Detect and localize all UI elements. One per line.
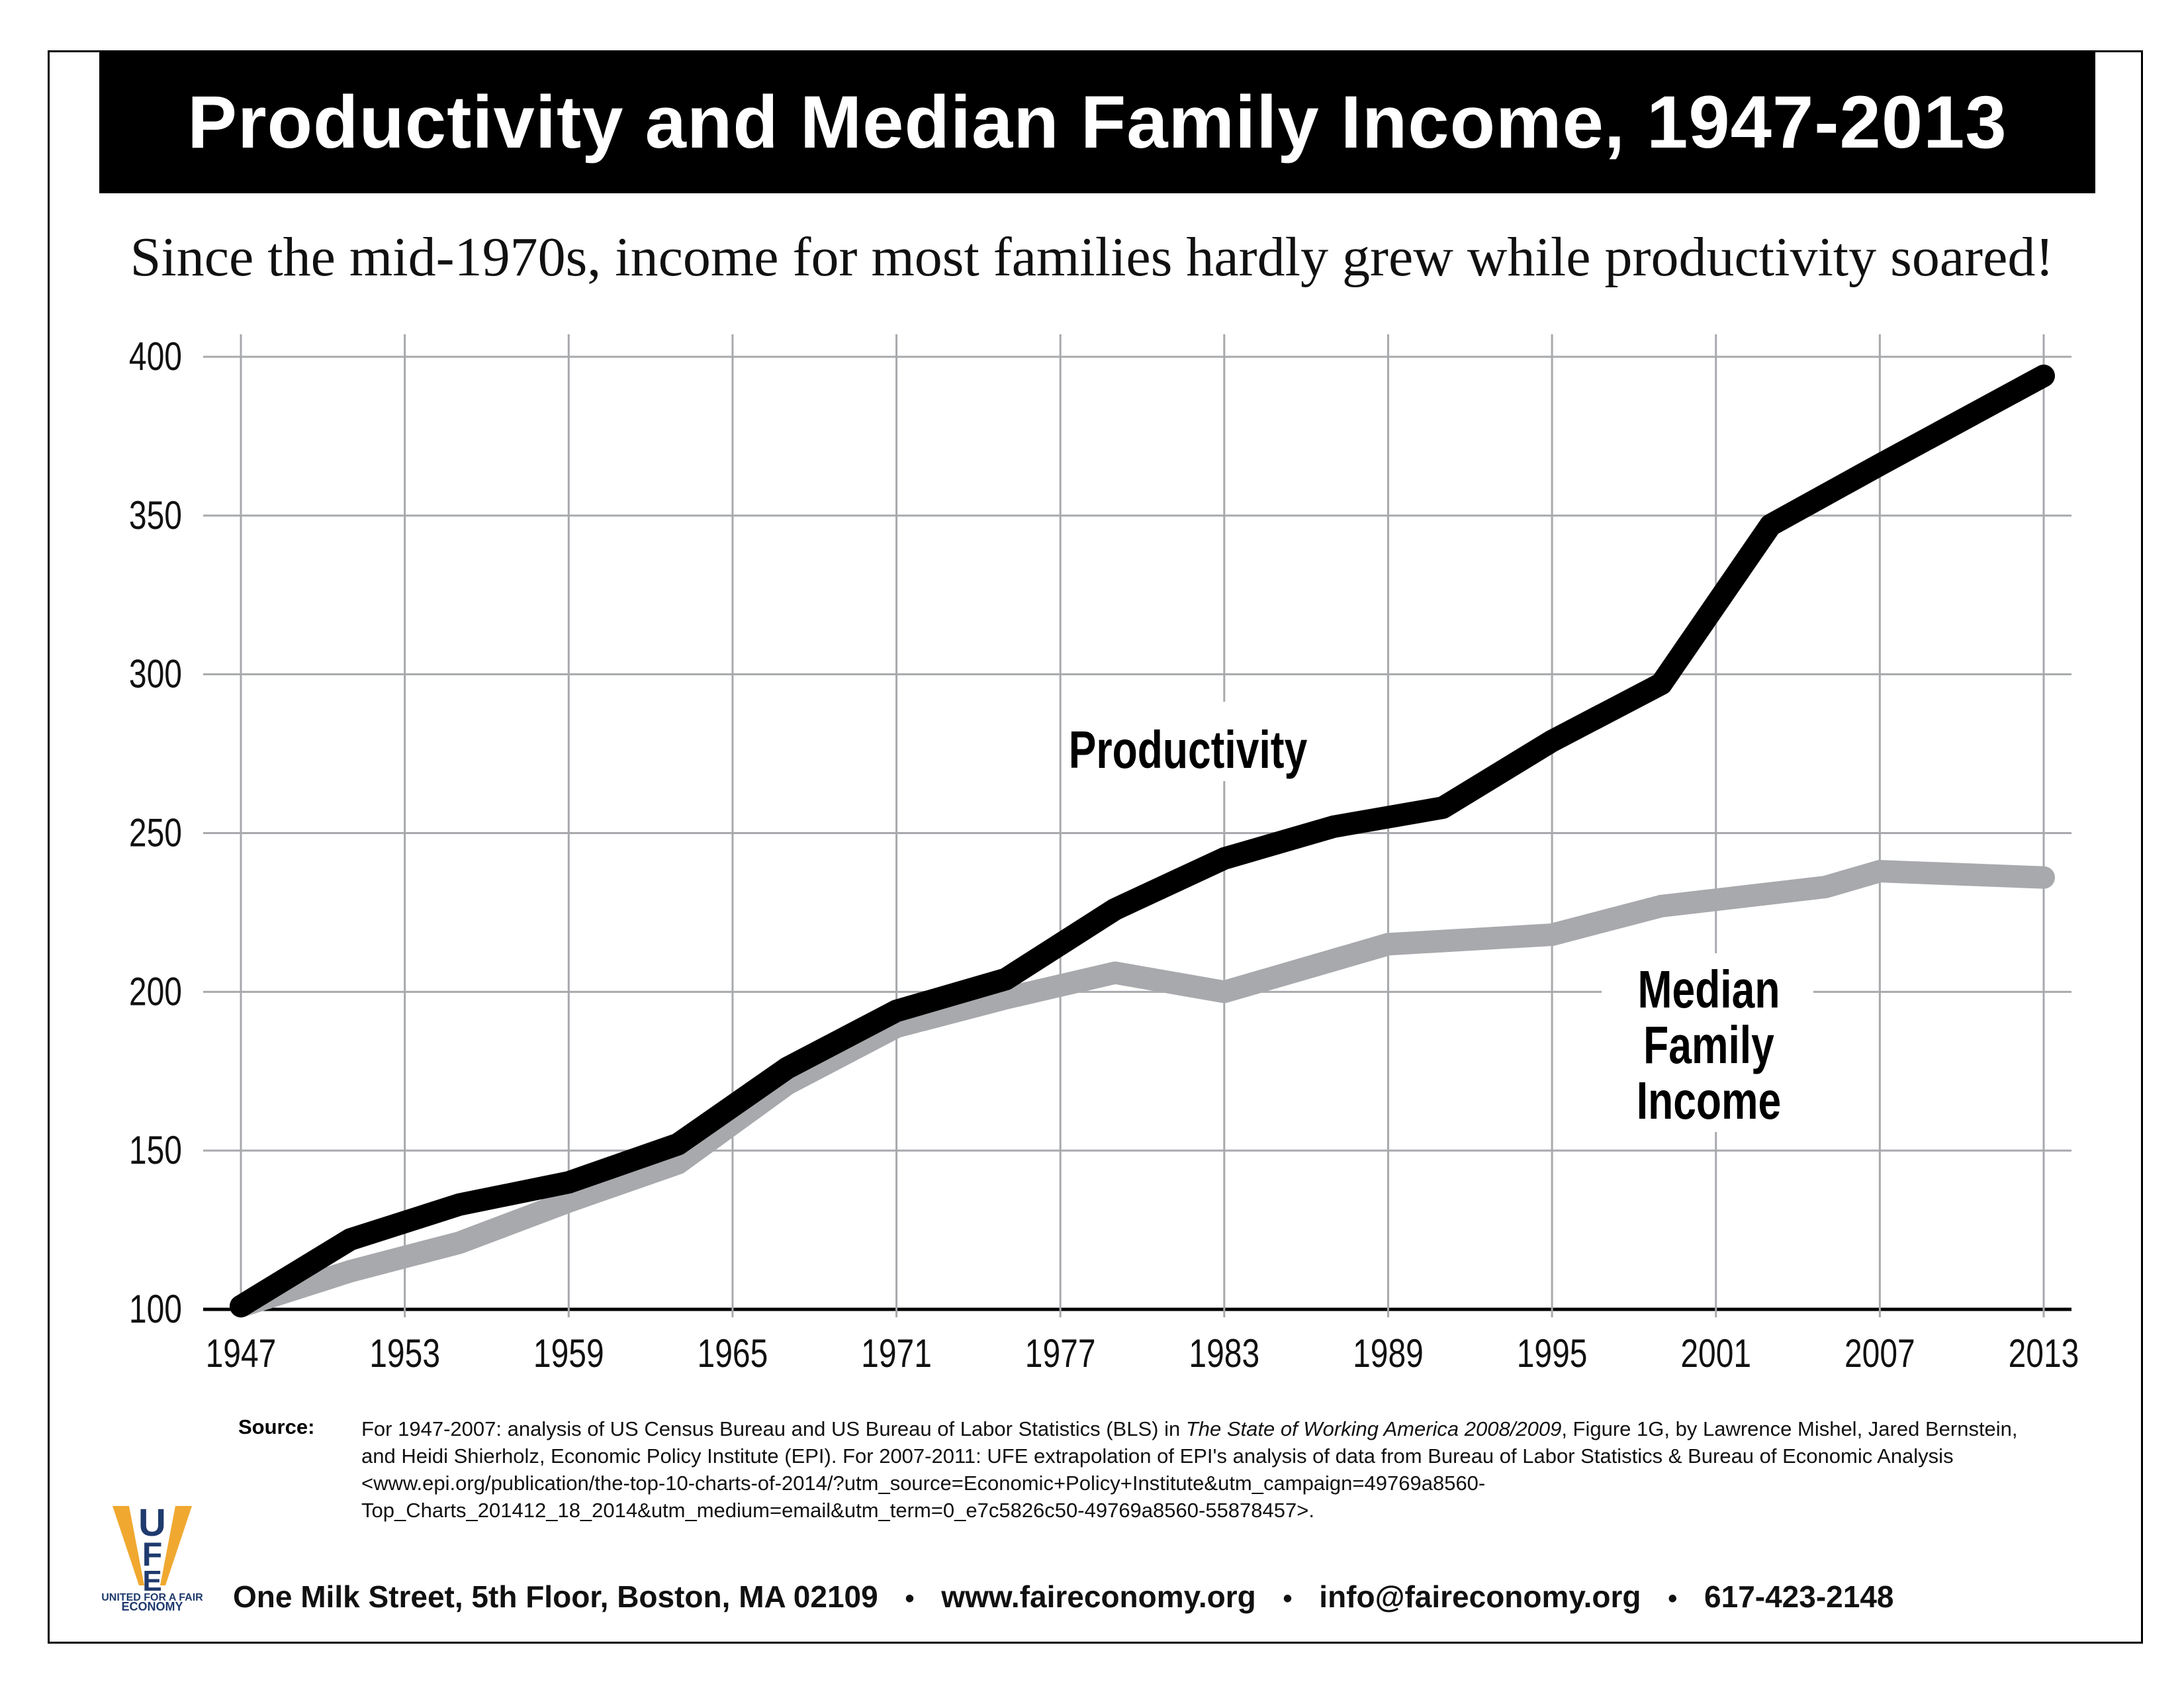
series-line-productivity xyxy=(230,364,2055,1318)
bullet: • xyxy=(1283,1584,1293,1613)
ufe-logo: U F E UNITED FOR A FAIR ECONOMY xyxy=(99,1499,205,1612)
x-tick-label: 1947 xyxy=(206,1331,277,1376)
median-income-label: Family xyxy=(1643,1016,1774,1075)
x-tick-label: 1965 xyxy=(698,1331,768,1376)
y-tick-label: 350 xyxy=(129,493,182,538)
x-tick-label: 1977 xyxy=(1025,1331,1096,1376)
source-publication: The State of Working America 2008/2009 xyxy=(1185,1417,1562,1440)
y-tick-label: 250 xyxy=(129,810,182,855)
productivity-label: Productivity xyxy=(1069,721,1308,780)
x-tick-label: 1953 xyxy=(369,1331,440,1376)
y-tick-label: 300 xyxy=(129,652,182,696)
source-text: For 1947-2007: analysis of US Census Bur… xyxy=(361,1415,2046,1524)
svg-text:ECONOMY: ECONOMY xyxy=(121,1600,183,1612)
x-tick-label: 2013 xyxy=(2009,1331,2079,1376)
x-tick-label: 1971 xyxy=(861,1331,932,1376)
bullet: • xyxy=(1668,1584,1678,1613)
footer-address: One Milk Street, 5th Floor, Boston, MA 0… xyxy=(233,1579,878,1614)
source-text-part: , Figure 1G, by Lawrence Mishel, Jared B… xyxy=(361,1417,2018,1522)
chart-title: Productivity and Median Family Income, 1… xyxy=(99,50,2095,193)
median-income-label: Income xyxy=(1637,1072,1781,1131)
x-tick-label: 1959 xyxy=(533,1331,604,1376)
chart-subtitle: Since the mid-1970s, income for most fam… xyxy=(130,226,2054,288)
footer-website[interactable]: www.faireconomy.org xyxy=(941,1579,1256,1614)
x-tick-label: 2007 xyxy=(1844,1331,1915,1376)
x-tick-label: 1995 xyxy=(1517,1331,1588,1376)
x-tick-label: 1989 xyxy=(1353,1331,1424,1376)
footer-email[interactable]: info@faireconomy.org xyxy=(1319,1579,1641,1614)
svg-text:U: U xyxy=(138,1501,166,1544)
footer-phone: 617-423-2148 xyxy=(1704,1579,1894,1614)
svg-text:E: E xyxy=(142,1565,161,1597)
series-line-median-family-income xyxy=(230,860,2055,1318)
x-tick-label: 1983 xyxy=(1189,1331,1259,1376)
y-tick-label: 150 xyxy=(129,1128,182,1172)
y-tick-label: 400 xyxy=(129,334,182,379)
footer-contact: One Milk Street, 5th Floor, Boston, MA 0… xyxy=(233,1579,1913,1615)
label-background xyxy=(1602,953,1813,1132)
bullet: • xyxy=(905,1584,915,1613)
source-text-part: For 1947-2007: analysis of US Census Bur… xyxy=(361,1417,1186,1440)
y-tick-label: 100 xyxy=(129,1287,182,1331)
y-tick-label: 200 xyxy=(129,969,182,1013)
svg-text:UNITED FOR A FAIR: UNITED FOR A FAIR xyxy=(101,1592,203,1603)
svg-text:F: F xyxy=(142,1536,163,1573)
source-label: Source: xyxy=(238,1415,315,1438)
x-tick-label: 2001 xyxy=(1680,1331,1751,1376)
median-income-label: Median xyxy=(1638,961,1780,1019)
label-background xyxy=(1066,702,1310,781)
